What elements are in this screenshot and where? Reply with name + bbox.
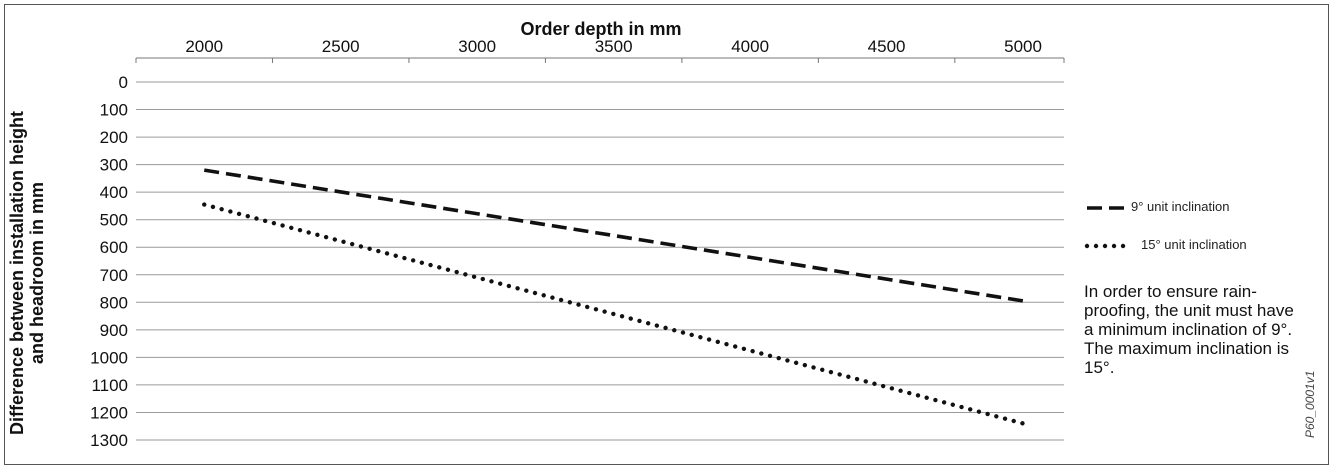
legend-item-9-deg: 9° unit inclination: [1131, 199, 1229, 214]
legend-item-15-deg: 15° unit inclination: [1141, 237, 1247, 252]
figure-frame: [4, 4, 1329, 465]
x-tick-label: 4500: [868, 37, 906, 56]
series-lines: [202, 168, 1026, 426]
x-tick-label: 2000: [185, 37, 223, 56]
y-tick-label: 0: [119, 73, 128, 92]
y-tick-label: 100: [100, 101, 128, 120]
y-tick-label: 1000: [90, 348, 128, 367]
y-tick-label: 1100: [91, 376, 128, 395]
y-tick-label: 1200: [90, 403, 128, 422]
tick-labels: 0 100 200 300 400 500 600 700 800 900 1000 1100 1200…: [90, 37, 1042, 450]
y-tick-label: 200: [100, 128, 128, 147]
series-line-9-deg: [203, 168, 1024, 303]
x-tick-label: 3500: [595, 37, 633, 56]
x-tick-label: 5000: [1004, 37, 1042, 56]
y-tick-label: 400: [100, 183, 128, 202]
y-tick-label: 600: [100, 238, 128, 257]
y-tick-label: 1300: [90, 431, 128, 450]
figure-code: P60_0001v1: [1303, 370, 1317, 438]
x-axis-title: Order depth in mm: [520, 19, 681, 39]
y-tick-label: 500: [100, 211, 128, 230]
grid-lines: [136, 81, 1064, 441]
x-tick-label: 3000: [458, 37, 496, 56]
axes: [135, 57, 1065, 63]
y-tick-label: 900: [100, 321, 128, 340]
y-tick-label: 800: [100, 293, 128, 312]
legend: [1084, 206, 1133, 249]
y-tick-label: 300: [100, 156, 128, 175]
y-tick-label: 700: [100, 266, 128, 285]
inclination-note: In order to ensure rain-proofing, the un…: [1084, 282, 1294, 377]
legend-label-9-deg: 9° unit inclination: [1131, 199, 1230, 214]
x-tick-label: 4000: [731, 37, 769, 56]
series-line-15-deg: [202, 202, 1026, 426]
y-axis-title: Difference between installation heightan…: [7, 111, 47, 435]
legend-label-15-deg: 15° unit inclination: [1141, 237, 1247, 252]
x-tick-label: 2500: [322, 37, 360, 56]
